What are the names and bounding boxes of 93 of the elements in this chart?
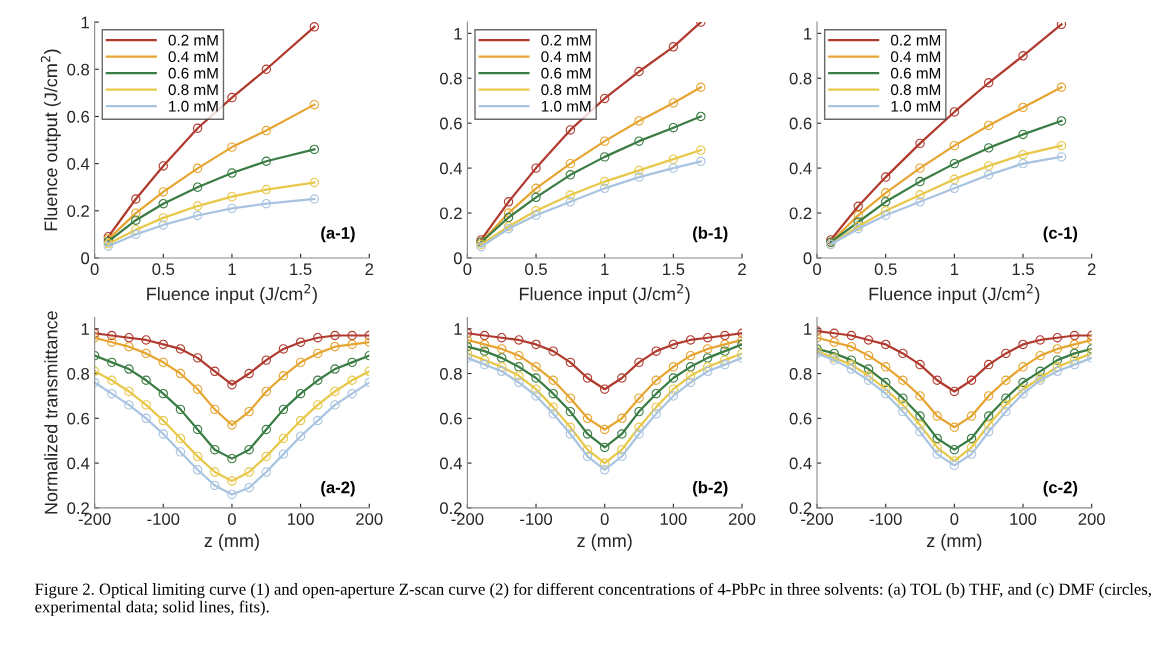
x-tick-label: 200 — [728, 513, 756, 525]
y-tick-label: 0 — [453, 252, 462, 265]
legend-label: 0.4 mM — [168, 51, 218, 63]
x-tick-label: 0 — [950, 513, 959, 525]
x-tick-label: 0 — [227, 513, 236, 525]
x-tick-label: 1 — [950, 263, 959, 275]
y-axis-title: Normalized transmittance — [44, 311, 58, 514]
legend-label: 1.0 mM — [169, 100, 218, 112]
y-tick-label: 0.8 — [789, 72, 812, 85]
y-tick-label: 0.2 — [789, 207, 812, 220]
x-tick-label: 1 — [228, 263, 236, 275]
y-tick-label: 0.8 — [439, 367, 462, 380]
legend-label: 0.8 mM — [168, 84, 218, 96]
caption: Figure 2. Optical limiting curve (1) and open-aperture Z-scan curve (2) for different concentrations of 4-PbPc in three solvents: (a) TOL (b) THF, and (c) DMF (circles, experimental data; solid lines, fits). — [35, 582, 1151, 616]
y-tick-label: 0.6 — [439, 117, 462, 130]
y-tick-label: 1 — [454, 27, 462, 40]
x-tick-label: 1 — [601, 263, 609, 275]
y-tick-label: 0.6 — [439, 412, 462, 425]
y-tick-label: 1 — [454, 323, 462, 335]
y-tick-label: 0.8 — [439, 72, 462, 85]
x-tick-label: 0 — [463, 263, 472, 276]
x-tick-label: -100 — [147, 513, 180, 525]
legend-label: 0.4 mM — [890, 51, 941, 63]
x-tick-label: 1.5 — [290, 263, 312, 276]
x-tick-label: 0 — [813, 263, 822, 276]
y-tick-label: 1 — [804, 27, 812, 40]
y-tick-label: 0.6 — [67, 412, 90, 425]
annotation: (b-1) — [693, 226, 728, 243]
x-tick-label: -200 — [78, 513, 111, 525]
y-tick-label: 0.2 — [67, 205, 89, 217]
legend-label: 1.0 mM — [891, 100, 941, 112]
x-tick-label: 100 — [1010, 513, 1037, 525]
y-tick-label: 0.2 — [789, 502, 812, 515]
x-tick-label: -200 — [801, 513, 834, 525]
y-tick-label: 0.2 — [439, 207, 462, 220]
legend-label: 1.0 mM — [541, 100, 591, 112]
x-tick-label: 100 — [287, 513, 314, 525]
y-tick-label: 0 — [81, 252, 90, 265]
y-tick-label: 0.4 — [67, 158, 90, 170]
annotation: (c-2) — [1043, 481, 1078, 497]
x-tick-label: 0 — [90, 263, 99, 276]
x-axis-title: Fluence input (J/cm$^{2}$) — [147, 283, 317, 304]
y-tick-label: 0.8 — [67, 63, 90, 76]
y-tick-label: 0.6 — [789, 412, 812, 425]
x-tick-label: 0.5 — [874, 263, 897, 276]
y-tick-label: 0.8 — [67, 367, 90, 380]
annotation: (a-2) — [321, 481, 355, 497]
x-tick-label: -200 — [451, 513, 484, 525]
x-axis-title: z (mm) — [204, 533, 259, 551]
legend-label: 0.8 mM — [890, 84, 941, 96]
annotation: (c-1) — [1043, 226, 1078, 243]
y-tick-label: 1 — [81, 323, 89, 335]
y-tick-label: 1 — [804, 323, 812, 335]
x-tick-label: 2 — [1087, 263, 1096, 275]
x-tick-label: 1.5 — [663, 263, 685, 276]
x-tick-label: 200 — [356, 513, 383, 525]
x-tick-label: 2 — [365, 263, 374, 275]
annotation: (a-1) — [321, 226, 355, 243]
y-tick-label: 0.6 — [789, 117, 812, 130]
y-tick-label: 0.4 — [67, 457, 90, 470]
y-tick-label: 1 — [81, 16, 89, 29]
x-tick-label: -100 — [520, 513, 553, 525]
x-tick-label: 2 — [738, 263, 746, 275]
x-tick-label: 1.5 — [1012, 263, 1034, 276]
y-tick-label: 0.4 — [789, 162, 812, 175]
y-tick-label: 0 — [803, 252, 812, 265]
annotation: (b-2) — [693, 481, 728, 497]
y-tick-label: 0.4 — [439, 162, 463, 175]
x-axis-title: z (mm) — [927, 533, 982, 551]
x-tick-label: 0.5 — [525, 263, 547, 276]
legend-label: 0.6 mM — [168, 67, 218, 79]
legend-label: 0.2 mM — [541, 34, 591, 46]
legend-label: 0.2 mM — [168, 34, 218, 46]
x-axis-title: Fluence input (J/cm$^{2}$) — [519, 283, 690, 304]
y-tick-label: 0.4 — [789, 457, 812, 470]
y-tick-label: 0.8 — [789, 367, 812, 380]
y-axis-title: Fluence output (J/cm$^{2}$) — [40, 49, 61, 231]
x-axis-title: z (mm) — [577, 533, 632, 551]
x-tick-label: 100 — [660, 513, 687, 525]
legend-label: 0.2 mM — [890, 34, 941, 46]
y-tick-label: 0.4 — [439, 457, 463, 470]
x-tick-label: 200 — [1078, 513, 1105, 525]
legend-label: 0.4 mM — [541, 51, 591, 63]
legend-label: 0.6 mM — [890, 67, 941, 79]
x-axis-title: Fluence input (J/cm$^{2}$) — [869, 283, 1040, 304]
y-tick-label: 0.2 — [67, 502, 89, 515]
y-tick-label: 0.2 — [439, 502, 462, 515]
legend-label: 0.6 mM — [541, 67, 591, 79]
y-tick-label: 0.6 — [67, 110, 90, 123]
x-tick-label: 0 — [600, 513, 609, 525]
x-tick-label: 0.5 — [152, 263, 175, 276]
legend-label: 0.8 mM — [541, 84, 591, 96]
x-tick-label: -100 — [869, 513, 902, 525]
